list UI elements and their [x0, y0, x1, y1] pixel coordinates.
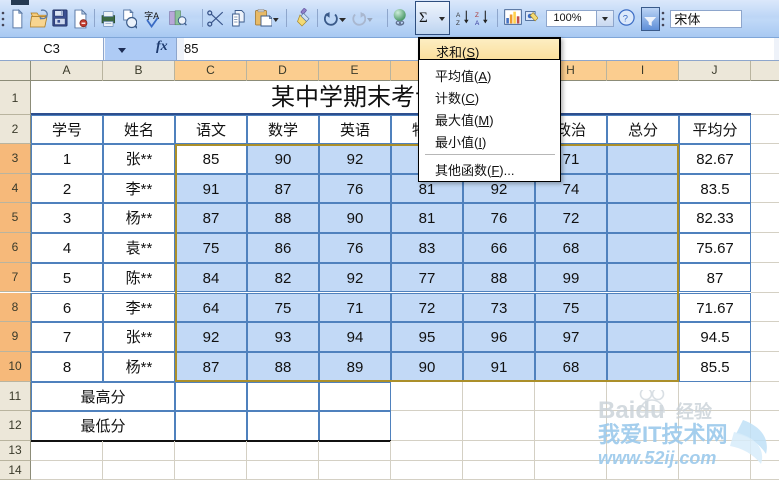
svg-text:Z: Z [475, 12, 479, 19]
svg-text:Z: Z [456, 20, 460, 27]
svg-text:A: A [475, 20, 480, 27]
svg-text:我爱IT技术网: 我爱IT技术网 [598, 422, 728, 447]
svg-text:A: A [456, 12, 461, 19]
svg-text:www.52ij.com: www.52ij.com [598, 448, 716, 468]
svg-text:?: ? [623, 12, 628, 23]
svg-text:Σ: Σ [419, 10, 428, 25]
svg-text:经验: 经验 [676, 401, 713, 422]
